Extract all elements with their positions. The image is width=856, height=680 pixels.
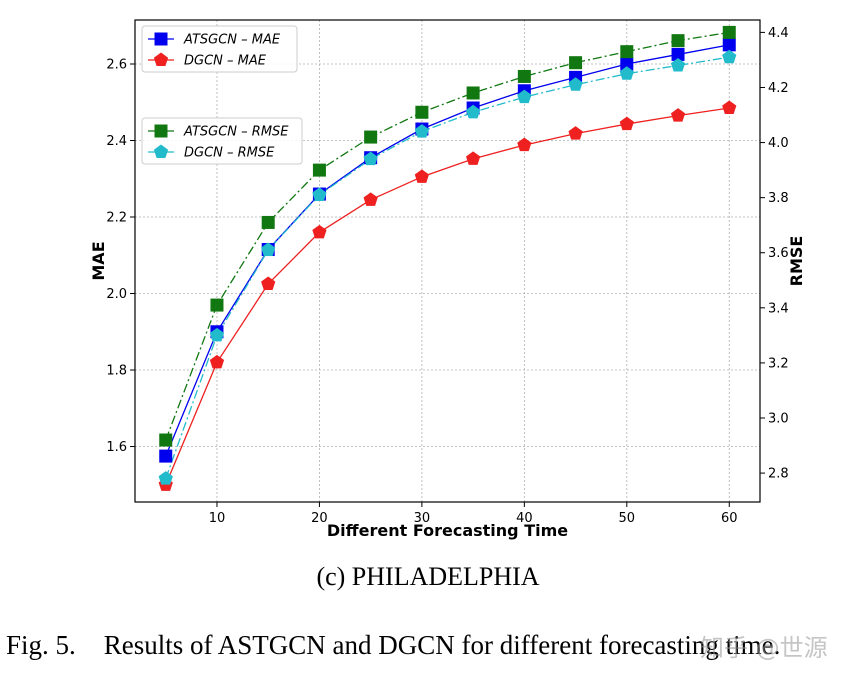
pentagon-marker <box>722 49 737 64</box>
square-marker <box>722 38 736 52</box>
left-y-tick-label: 1.8 <box>106 364 127 379</box>
square-marker <box>159 449 173 463</box>
pentagon-marker <box>670 108 686 122</box>
pentagon-marker <box>568 126 583 140</box>
series-line <box>165 56 730 479</box>
square-marker <box>154 124 168 138</box>
pentagon-marker <box>312 187 327 201</box>
pentagon-marker <box>261 276 276 290</box>
pentagon-marker <box>517 137 532 152</box>
subfigure-caption: (c) PHILADELPHIA <box>316 562 540 591</box>
legend-box <box>141 25 298 73</box>
pentagon-marker <box>363 192 378 206</box>
square-marker <box>210 298 224 312</box>
right-y-tick-label: 3.8 <box>768 191 789 206</box>
legends: ATSGCN – MAE DGCN – MAE ATSGCN – RMSE DGCN … <box>141 25 303 165</box>
pentagon-marker <box>414 169 429 183</box>
pentagon-marker <box>619 116 634 131</box>
square-marker <box>671 34 685 48</box>
right-y-tick-label: 3.0 <box>768 411 789 426</box>
series-line <box>165 107 730 486</box>
figure-caption: Fig. 5. Results of ASTGCN and DGCN for di… <box>6 630 780 661</box>
series-lines <box>165 31 730 486</box>
x-tick-label: 50 <box>619 511 636 526</box>
pentagon-marker <box>363 151 378 166</box>
square-marker <box>364 130 378 144</box>
square-marker <box>722 25 736 39</box>
pentagon-marker <box>414 124 429 138</box>
x-tick-label: 30 <box>414 511 431 526</box>
right-y-tick-label: 3.2 <box>768 356 789 371</box>
right-y-tick-label: 3.6 <box>768 246 789 261</box>
x-axis-title: Different Forecasting Time <box>327 521 568 540</box>
right-y-tick-label: 4.0 <box>768 136 789 151</box>
pentagon-marker <box>568 77 583 91</box>
square-marker <box>261 215 275 229</box>
pentagon-marker <box>209 354 225 369</box>
x-tick-label: 20 <box>311 511 328 526</box>
series-markers <box>158 25 737 491</box>
legend-label: ATSGCN – MAE <box>183 33 281 48</box>
legend-label: DGCN – RMSE <box>184 146 275 161</box>
left-y-tick-label: 2.2 <box>106 211 127 226</box>
left-y-tick-label: 2.0 <box>106 287 127 302</box>
square-marker <box>620 57 634 71</box>
legend-label: DGCN – MAE <box>184 54 267 69</box>
pentagon-marker <box>153 52 169 67</box>
series-line <box>165 44 730 457</box>
legend-box <box>141 117 303 165</box>
pentagon-marker <box>312 224 327 239</box>
right-y-axis-title: RMSE <box>787 236 806 287</box>
pentagon-marker <box>619 66 634 80</box>
gridlines <box>135 20 760 502</box>
left-y-tick-label: 2.4 <box>106 134 127 149</box>
x-tick-label: 40 <box>516 511 533 526</box>
left-y-axis-title: MAE <box>89 241 108 280</box>
pentagon-marker <box>466 151 481 165</box>
pentagon-marker <box>158 471 173 485</box>
pentagon-marker <box>466 104 481 119</box>
figure-caption-text: Results of ASTGCN and DGCN for different… <box>103 630 781 660</box>
pentagon-marker <box>517 89 532 104</box>
square-marker <box>671 47 685 61</box>
pentagon-marker <box>261 242 276 257</box>
figure-label: Fig. 5. <box>6 630 76 660</box>
left-y-tick-label: 1.6 <box>106 440 127 455</box>
watermark: 知乎 @世源 <box>700 634 828 662</box>
square-marker <box>517 69 531 83</box>
right-y-tick-label: 3.4 <box>768 301 789 316</box>
pentagon-marker <box>670 57 686 72</box>
legend-label: ATSGCN – RMSE <box>183 125 289 140</box>
series-line <box>165 31 730 441</box>
right-y-tick-label: 4.2 <box>768 81 789 96</box>
x-tick-label: 10 <box>209 511 226 526</box>
dual-axis-line-chart: 10 20 30 40 50 60 1.6 1.8 2.0 2.2 2.4 2.6 2.8 3.0 3.2 3… <box>89 19 806 540</box>
x-tick-label: 60 <box>721 511 738 526</box>
plot-frame <box>134 19 761 503</box>
square-marker <box>154 32 168 46</box>
axis-ticks: 10 20 30 40 50 60 1.6 1.8 2.0 2.2 2.4 2.6 2.8 3.0 3.2 3… <box>106 26 788 526</box>
right-y-tick-label: 2.8 <box>768 467 789 482</box>
square-marker <box>159 433 173 447</box>
pentagon-marker <box>722 100 737 115</box>
square-marker <box>569 56 583 70</box>
pentagon-marker <box>153 144 169 159</box>
right-y-tick-label: 4.4 <box>768 26 789 41</box>
square-marker <box>415 105 429 119</box>
square-marker <box>620 45 634 59</box>
left-y-tick-label: 2.6 <box>106 57 127 72</box>
pentagon-marker <box>209 327 225 342</box>
square-marker <box>466 86 480 100</box>
square-marker <box>312 163 326 177</box>
